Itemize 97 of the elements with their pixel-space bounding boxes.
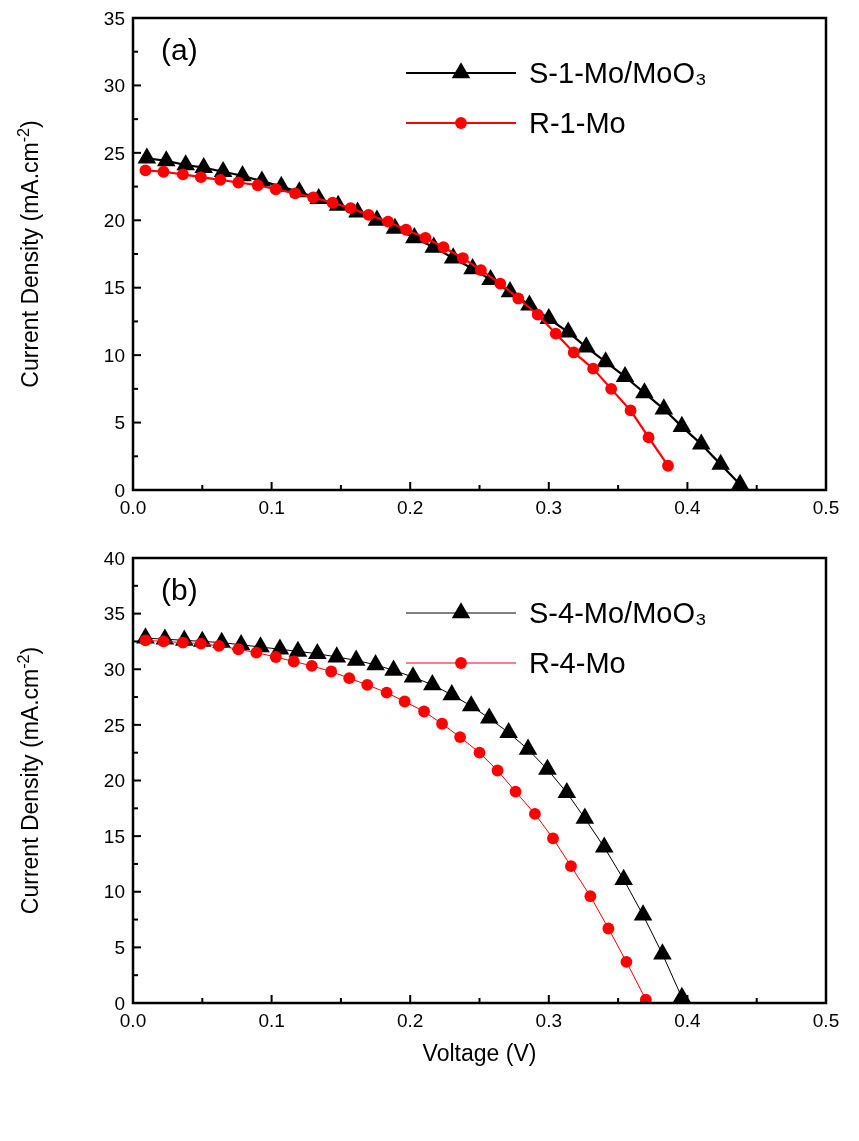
point (403, 666, 423, 683)
point (635, 382, 654, 399)
legend-label: R-4-Mo (529, 647, 626, 680)
point (614, 868, 633, 885)
point (156, 150, 176, 167)
x-tick-label: 0.3 (535, 1010, 563, 1031)
x-tick-label: 0.1 (258, 497, 285, 518)
point (194, 156, 213, 174)
x-tick-label: 0.2 (396, 497, 424, 518)
y-tick-label: 20 (103, 770, 125, 792)
x-axis-title: Voltage (V) (422, 1040, 537, 1066)
point (442, 684, 462, 701)
point (269, 183, 282, 196)
point (176, 168, 189, 181)
point (567, 346, 580, 359)
point (308, 642, 327, 660)
y-tick-label: 15 (103, 277, 125, 299)
point (195, 171, 207, 184)
point (214, 173, 227, 186)
x-tick-label: 0.4 (674, 1010, 702, 1031)
x-tick-label: 0.3 (535, 497, 563, 518)
point (327, 646, 347, 663)
point (384, 659, 403, 676)
y-tick-label: 10 (103, 881, 125, 903)
point (419, 231, 432, 244)
y-tick-label: 30 (103, 658, 125, 680)
y-tick-label: 25 (103, 714, 125, 736)
point (509, 785, 522, 798)
point (615, 365, 635, 383)
y-tick-label: 15 (103, 825, 125, 847)
point (423, 674, 442, 691)
x-tick-label: 0.1 (258, 1010, 285, 1031)
point (456, 252, 469, 264)
point (436, 717, 448, 730)
point (653, 943, 672, 960)
x-tick-label: 0.5 (812, 497, 840, 518)
y-tick-label: 20 (103, 209, 125, 231)
point (602, 922, 615, 935)
point (576, 336, 596, 353)
legend-label: S-1-Mo/MoO₃ (529, 57, 707, 90)
annotation: (a) (161, 33, 198, 66)
point (557, 781, 577, 799)
legend-label: S-4-Mo/MoO₃ (529, 597, 707, 630)
point (139, 164, 152, 177)
point (594, 836, 614, 853)
point (344, 202, 357, 215)
point (474, 264, 487, 277)
point (437, 241, 450, 254)
point (400, 223, 412, 236)
annotation: (b) (161, 573, 198, 606)
point (596, 351, 615, 368)
point (494, 277, 507, 290)
y-tick-label: 5 (114, 412, 125, 434)
point (251, 179, 264, 192)
y-tick-label: 35 (103, 7, 125, 29)
y-tick-label: 25 (103, 142, 125, 164)
point (473, 746, 486, 759)
y-tick-label: 10 (103, 344, 125, 366)
point (633, 904, 653, 921)
point (639, 993, 652, 1003)
point (558, 321, 578, 338)
y-tick-label: 5 (114, 937, 125, 959)
point (346, 649, 366, 666)
point (620, 955, 633, 968)
point (654, 398, 674, 415)
point (288, 640, 308, 657)
y-tick-label: 30 (103, 75, 125, 97)
point (176, 154, 195, 171)
point (539, 307, 559, 325)
point (479, 707, 499, 724)
point (672, 415, 692, 432)
y-tick-label: 35 (103, 603, 125, 625)
point (232, 176, 245, 189)
x-tick-label: 0.4 (674, 497, 702, 518)
legend-label: R-1-Mo (529, 107, 626, 140)
x-tick-label: 0.2 (396, 1010, 424, 1031)
point (575, 807, 595, 824)
point (587, 362, 600, 375)
point (529, 807, 541, 820)
point (499, 721, 518, 739)
point (382, 215, 394, 228)
point (461, 695, 481, 712)
point (711, 453, 730, 470)
point (605, 382, 618, 395)
point (157, 165, 170, 178)
point (518, 738, 538, 755)
y-tick-label: 40 (103, 547, 125, 569)
x-tick-label: 0.5 (812, 1010, 840, 1031)
point (538, 758, 557, 775)
point (512, 292, 525, 305)
point (361, 678, 374, 691)
point (362, 208, 375, 221)
point (691, 433, 711, 450)
point (549, 327, 562, 340)
point (531, 308, 544, 321)
point (366, 654, 385, 671)
point (137, 147, 157, 164)
